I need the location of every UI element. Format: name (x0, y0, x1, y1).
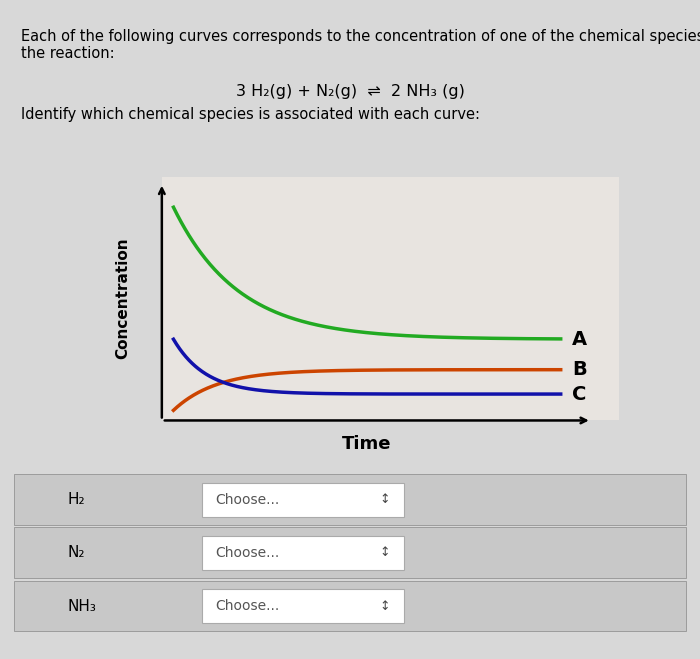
FancyBboxPatch shape (14, 581, 686, 631)
Text: H₂: H₂ (68, 492, 85, 507)
FancyBboxPatch shape (202, 536, 404, 570)
FancyBboxPatch shape (202, 483, 404, 517)
Text: Each of the following curves corresponds to the concentration of one of the chem: Each of the following curves corresponds… (21, 29, 700, 61)
Text: Identify which chemical species is associated with each curve:: Identify which chemical species is assoc… (21, 107, 480, 123)
Text: N₂: N₂ (68, 546, 85, 560)
Text: Choose...: Choose... (216, 599, 280, 613)
Text: ↕: ↕ (380, 494, 391, 506)
Text: 3 H₂(g) + N₂(g)  ⇌  2 NH₃ (g): 3 H₂(g) + N₂(g) ⇌ 2 NH₃ (g) (236, 84, 464, 100)
Text: NH₃: NH₃ (68, 598, 97, 614)
FancyBboxPatch shape (14, 474, 686, 525)
Text: Choose...: Choose... (216, 493, 280, 507)
Text: ↕: ↕ (380, 600, 391, 612)
FancyBboxPatch shape (14, 527, 686, 579)
Text: ↕: ↕ (380, 546, 391, 559)
Text: Choose...: Choose... (216, 546, 280, 560)
FancyBboxPatch shape (202, 589, 404, 623)
